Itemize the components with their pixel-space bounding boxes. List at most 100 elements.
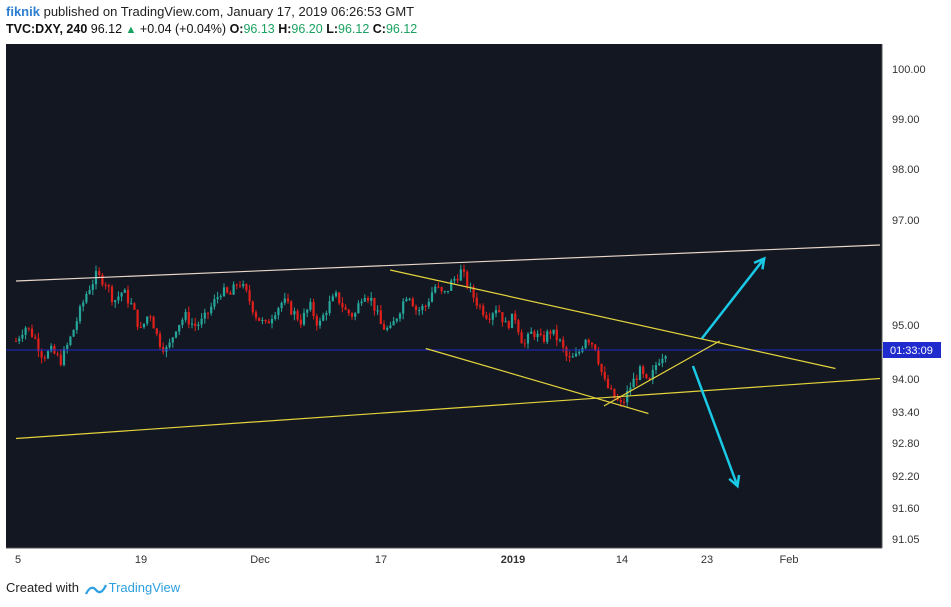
countdown-badge	[883, 342, 941, 358]
close-value: 96.12	[385, 22, 418, 36]
candle-body	[552, 329, 555, 334]
candle-body	[123, 289, 126, 293]
candle-body	[658, 363, 661, 366]
tradingview-brand[interactable]: TradingView	[108, 580, 181, 595]
candle-body	[238, 285, 242, 287]
candle-body	[632, 378, 635, 388]
candle-body	[152, 316, 155, 329]
candle-body	[168, 342, 171, 348]
arrow-shaft	[691, 365, 739, 487]
candle-body	[491, 313, 494, 320]
candle-body	[427, 301, 430, 307]
candle-body	[88, 289, 91, 294]
candle-body	[504, 321, 507, 323]
candle-body	[146, 316, 149, 324]
rising-wedge-support-line[interactable]	[603, 340, 720, 407]
candle-body	[91, 284, 94, 290]
candle-body	[261, 319, 264, 321]
candle-body	[101, 274, 104, 285]
candle-body	[510, 313, 514, 329]
candle-body	[526, 333, 530, 344]
wedge-lower-line[interactable]	[425, 347, 649, 415]
candle-body	[325, 312, 328, 316]
candle-body	[341, 303, 344, 308]
candle-body	[46, 351, 50, 359]
candle-body	[386, 327, 389, 330]
candle-body	[40, 351, 43, 358]
price-change: +0.04 (+0.04%)	[139, 22, 227, 36]
symbol-legend: TVC:DXY, 240 96.12 ▲ +0.04 (+0.04%) O:96…	[6, 22, 417, 36]
time-tick-label: Dec	[250, 554, 270, 566]
candle-body	[178, 324, 181, 332]
candle-body	[411, 298, 414, 307]
candle-body	[392, 321, 395, 326]
candle-body	[389, 325, 392, 328]
price-tick-label: 99.00	[892, 114, 920, 126]
channel-lower-line[interactable]	[15, 377, 881, 440]
candle-body	[283, 298, 286, 303]
candle-body	[78, 306, 82, 322]
candle-body	[66, 344, 69, 349]
candle-body	[139, 326, 142, 328]
candle-body	[382, 324, 386, 330]
wedge-upper-line[interactable]	[389, 269, 836, 370]
candle-body	[402, 301, 405, 314]
candle-body	[69, 336, 72, 345]
candle-body	[533, 331, 536, 338]
candle-body	[664, 356, 667, 359]
candle-body	[232, 284, 235, 295]
high-value: 96.20	[291, 22, 323, 36]
candle-body	[453, 278, 456, 281]
candle-body	[555, 329, 558, 341]
candle-body	[235, 284, 238, 286]
bearish-arrow[interactable]	[691, 365, 741, 489]
candle-body	[450, 280, 453, 291]
candle-body	[654, 365, 658, 370]
candle-body	[363, 298, 366, 302]
candle-body	[600, 363, 603, 372]
candle-body	[408, 298, 411, 300]
candle-body	[501, 312, 504, 323]
candle-body	[430, 292, 434, 302]
author-name[interactable]: fiknik	[6, 4, 40, 19]
candle-body	[318, 320, 322, 326]
price-chart[interactable]: 100.00 99.00 98.00 97.00 95.00 94.00 93.40 92.8…	[0, 44, 951, 570]
candle-body	[213, 299, 216, 307]
candle-body	[181, 319, 184, 325]
candle-body	[357, 303, 360, 314]
candle-body	[126, 289, 130, 304]
bullish-arrow[interactable]	[700, 256, 766, 340]
candle-body	[494, 309, 498, 314]
candles-layer	[14, 264, 667, 408]
candle-body	[226, 287, 229, 293]
candle-body	[590, 342, 594, 345]
candle-body	[114, 300, 117, 302]
candle-body	[398, 313, 402, 319]
price-axis-panel[interactable]	[882, 44, 951, 548]
candle-body	[254, 312, 258, 318]
candle-body	[210, 306, 213, 314]
candle-body	[107, 285, 110, 287]
candle-body	[322, 315, 325, 321]
last-price: 96.12	[90, 22, 123, 36]
candle-body	[56, 353, 59, 355]
price-tick-label: 93.40	[892, 407, 920, 419]
candle-body	[117, 296, 120, 301]
candle-body	[155, 328, 158, 334]
candle-body	[456, 278, 459, 281]
candle-body	[443, 291, 446, 293]
candle-body	[50, 345, 53, 352]
candle-body	[98, 271, 101, 275]
price-tick-label: 92.20	[892, 471, 920, 483]
candle-body	[424, 305, 427, 307]
candle-body	[642, 366, 645, 375]
candle-body	[334, 292, 338, 297]
candle-body	[302, 312, 306, 325]
candle-body	[264, 319, 267, 322]
channel-upper-line[interactable]	[15, 244, 881, 282]
candle-body	[645, 374, 648, 379]
candle-body	[414, 306, 418, 311]
candle-body	[651, 369, 654, 380]
candle-body	[59, 354, 62, 366]
publish-info: published on TradingView.com, January 17…	[43, 4, 415, 19]
